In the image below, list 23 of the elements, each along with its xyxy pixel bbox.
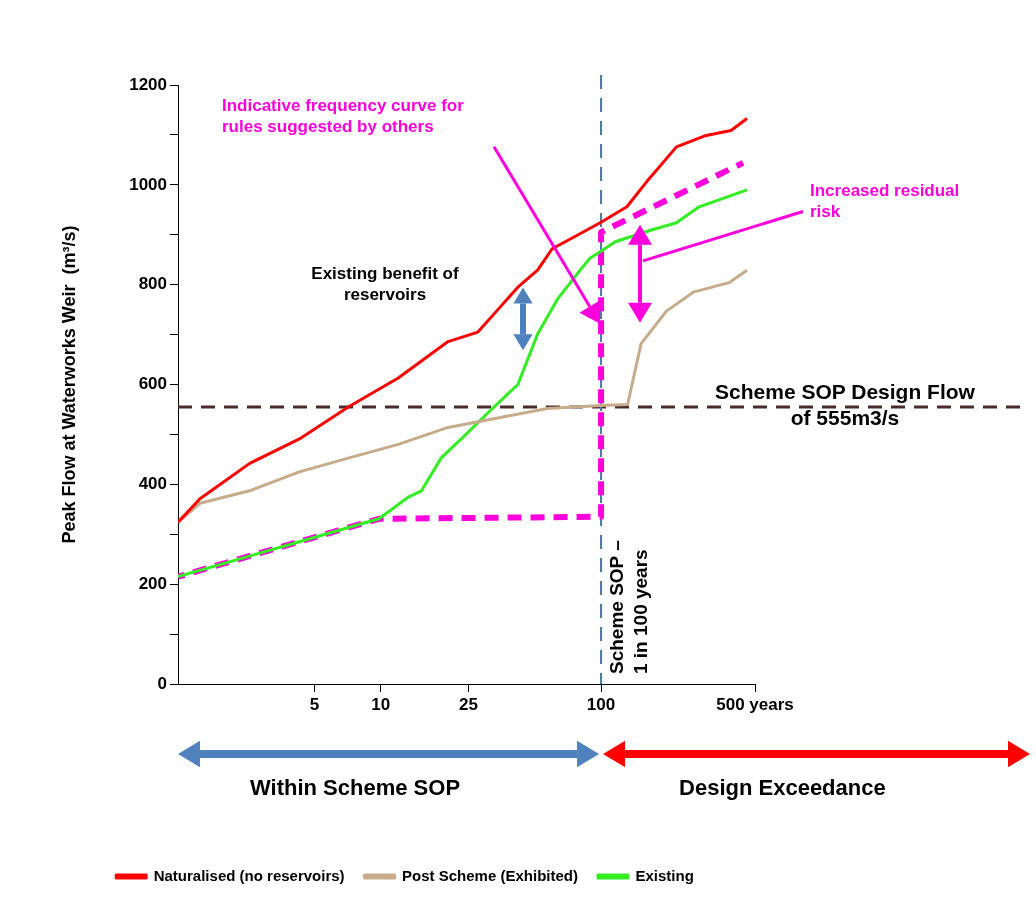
y-tick-label: 0 <box>157 673 167 693</box>
x-tick-label: 25 <box>458 694 478 714</box>
annotation: Existing benefit of reservoirs <box>310 262 460 306</box>
y-axis-title: Peak Flow at Waterworks Weir (m³/s) <box>58 225 79 544</box>
y-tick-label: 600 <box>138 374 167 394</box>
legend-label: Existing <box>635 866 694 884</box>
y-tick-label: 1000 <box>129 174 167 194</box>
y-tick-label: 1200 <box>129 74 167 94</box>
legend-label: Post Scheme (Exhibited) <box>402 866 578 884</box>
ref-line-label: Scheme SOP Design Flow of 555m3/s <box>714 378 976 432</box>
y-tick-label: 200 <box>138 573 167 593</box>
annotation: Indicative frequency curve for rules suggested by others <box>222 94 465 137</box>
legend-label: Naturalised (no reservoirs) <box>153 866 345 884</box>
ref-line-label: Scheme SOP – 1 in 100 years <box>605 539 652 674</box>
text: Design Exceedance <box>679 774 887 802</box>
x-tick-label: 100 <box>586 694 616 714</box>
text: Increased residual risk <box>810 180 961 223</box>
text: Within Scheme SOP <box>250 774 462 802</box>
x-tick-label: 5 <box>309 694 320 714</box>
x-tick-label: 10 <box>371 694 391 714</box>
y-tick-label: 800 <box>138 274 167 294</box>
x-tick-label: 500 years <box>716 694 794 714</box>
y-tick-label: 400 <box>138 474 167 494</box>
